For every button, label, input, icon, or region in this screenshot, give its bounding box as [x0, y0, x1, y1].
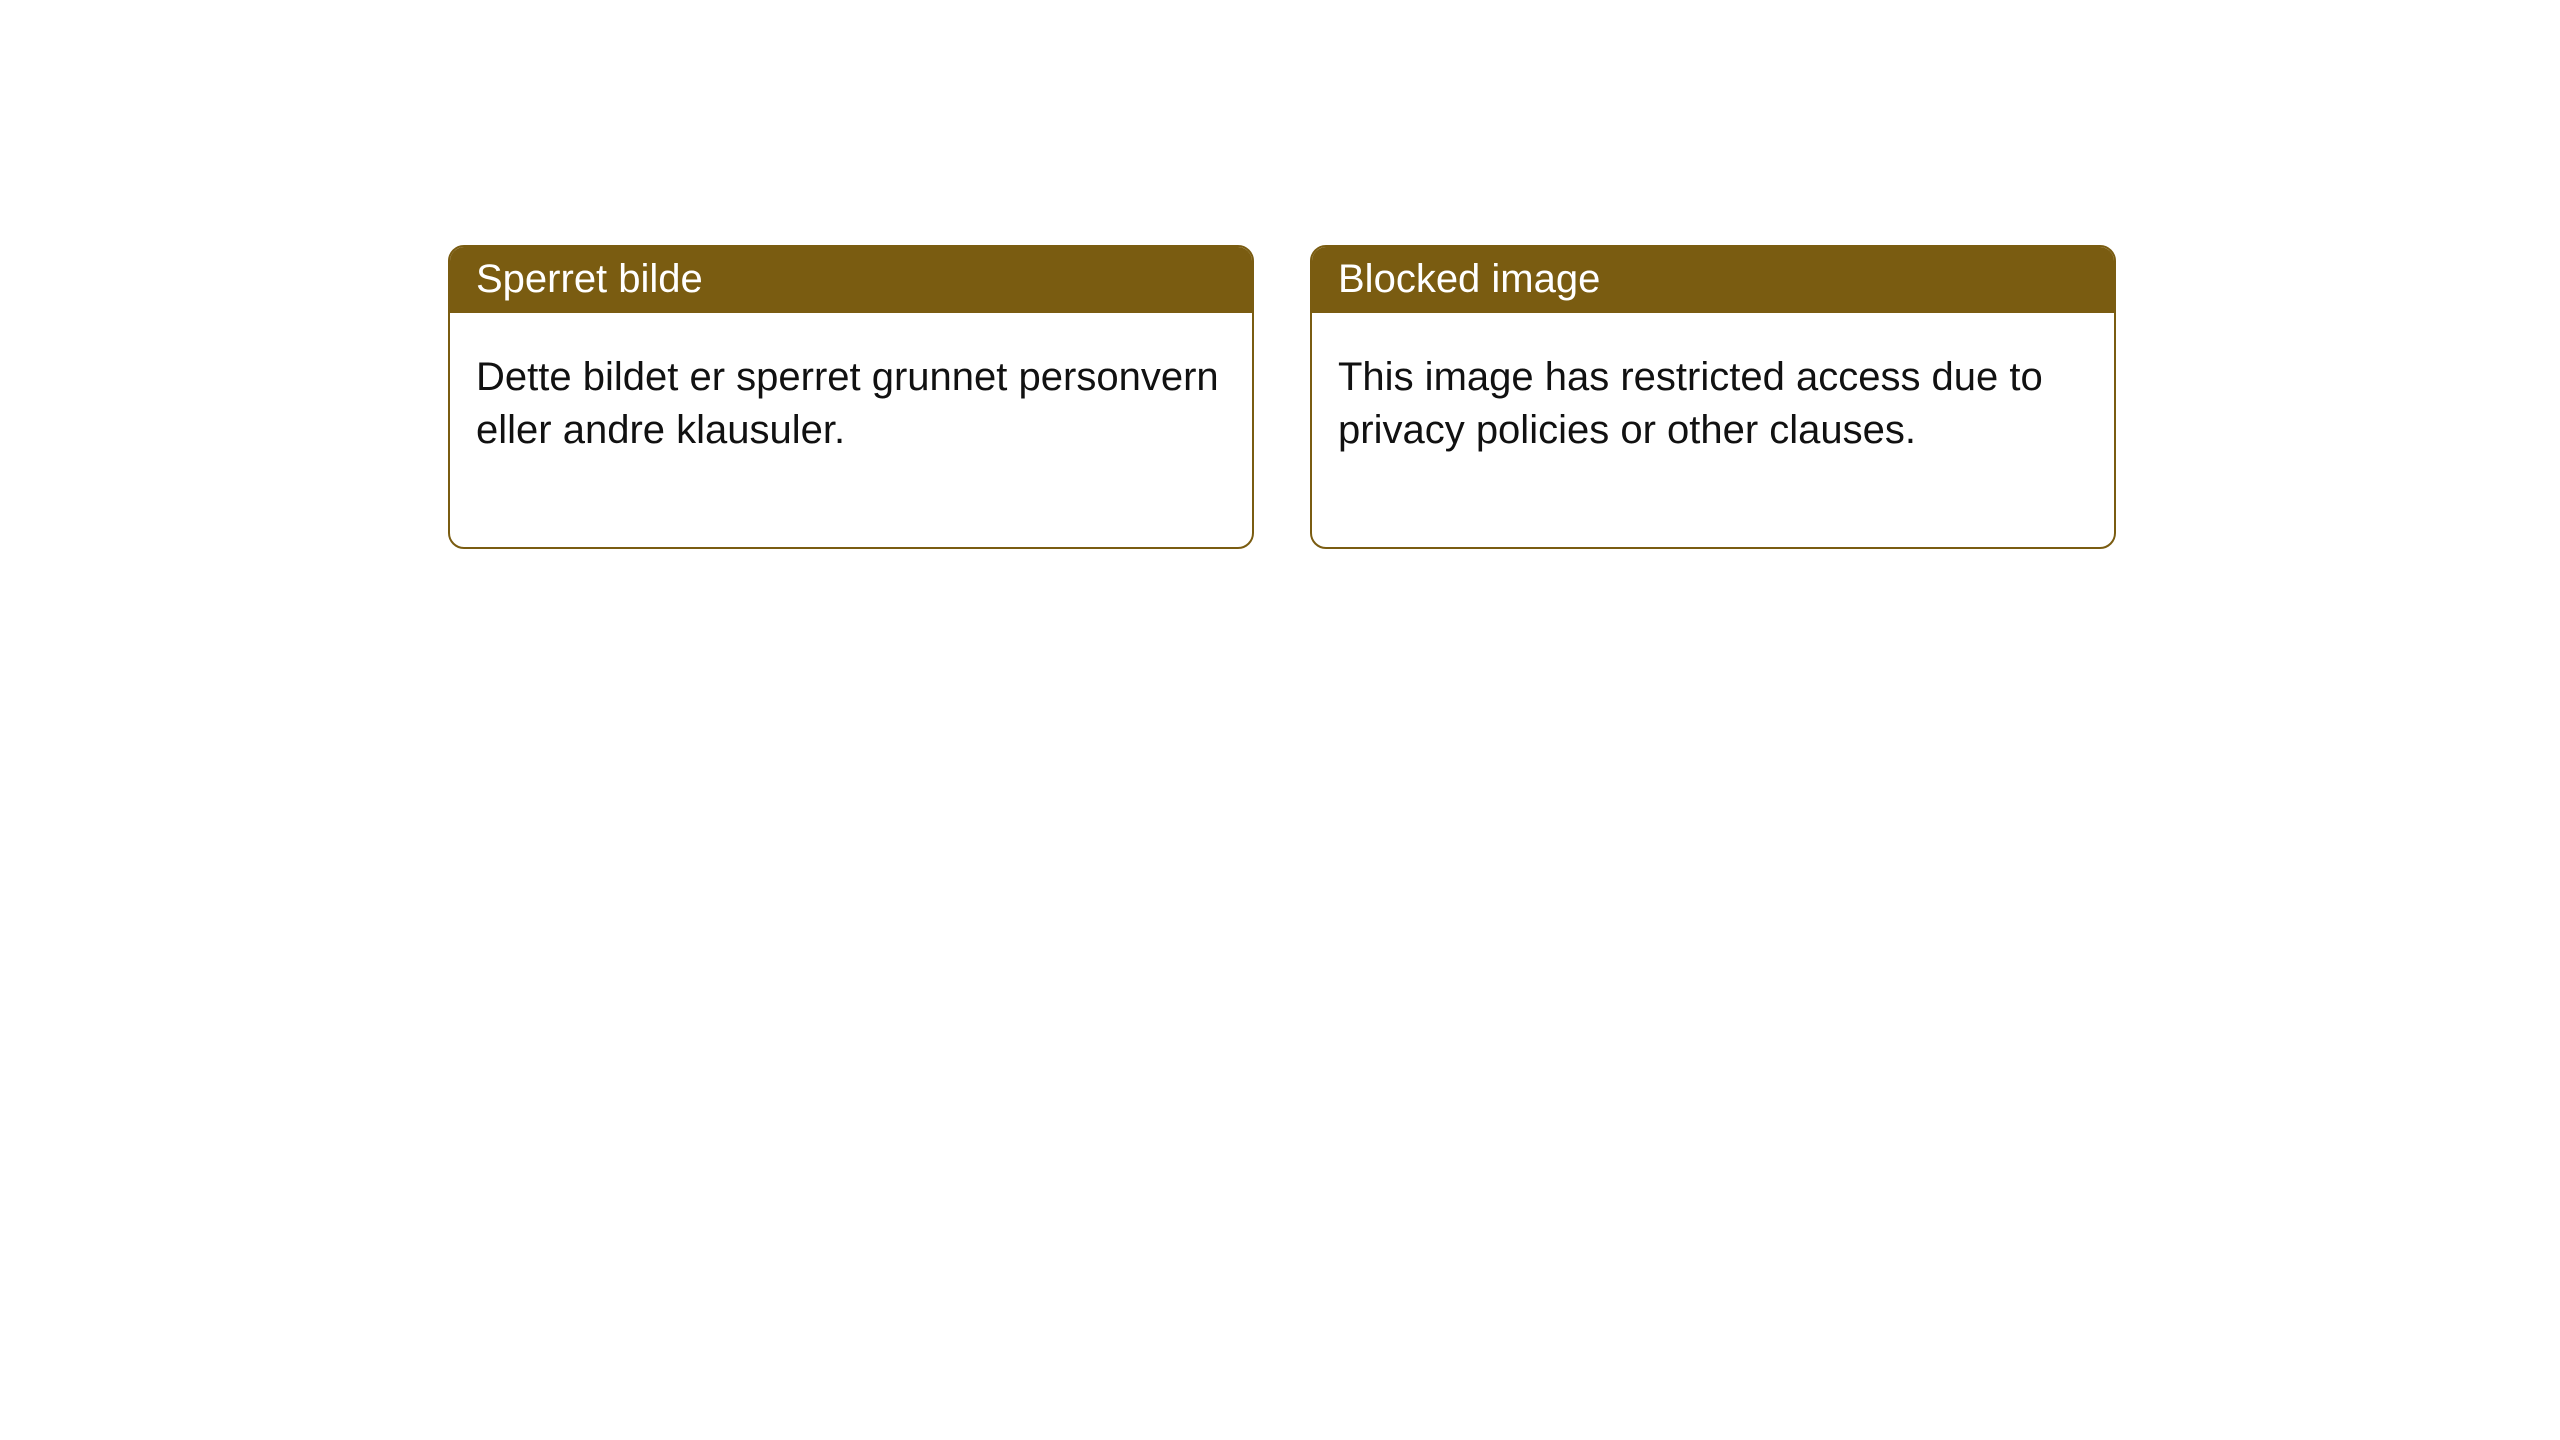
notice-body-english: This image has restricted access due to … — [1312, 313, 2114, 547]
notice-title-english: Blocked image — [1312, 247, 2114, 313]
notice-container: Sperret bilde Dette bildet er sperret gr… — [448, 245, 2116, 549]
notice-card-norwegian: Sperret bilde Dette bildet er sperret gr… — [448, 245, 1254, 549]
notice-body-norwegian: Dette bildet er sperret grunnet personve… — [450, 313, 1252, 547]
notice-card-english: Blocked image This image has restricted … — [1310, 245, 2116, 549]
notice-title-norwegian: Sperret bilde — [450, 247, 1252, 313]
